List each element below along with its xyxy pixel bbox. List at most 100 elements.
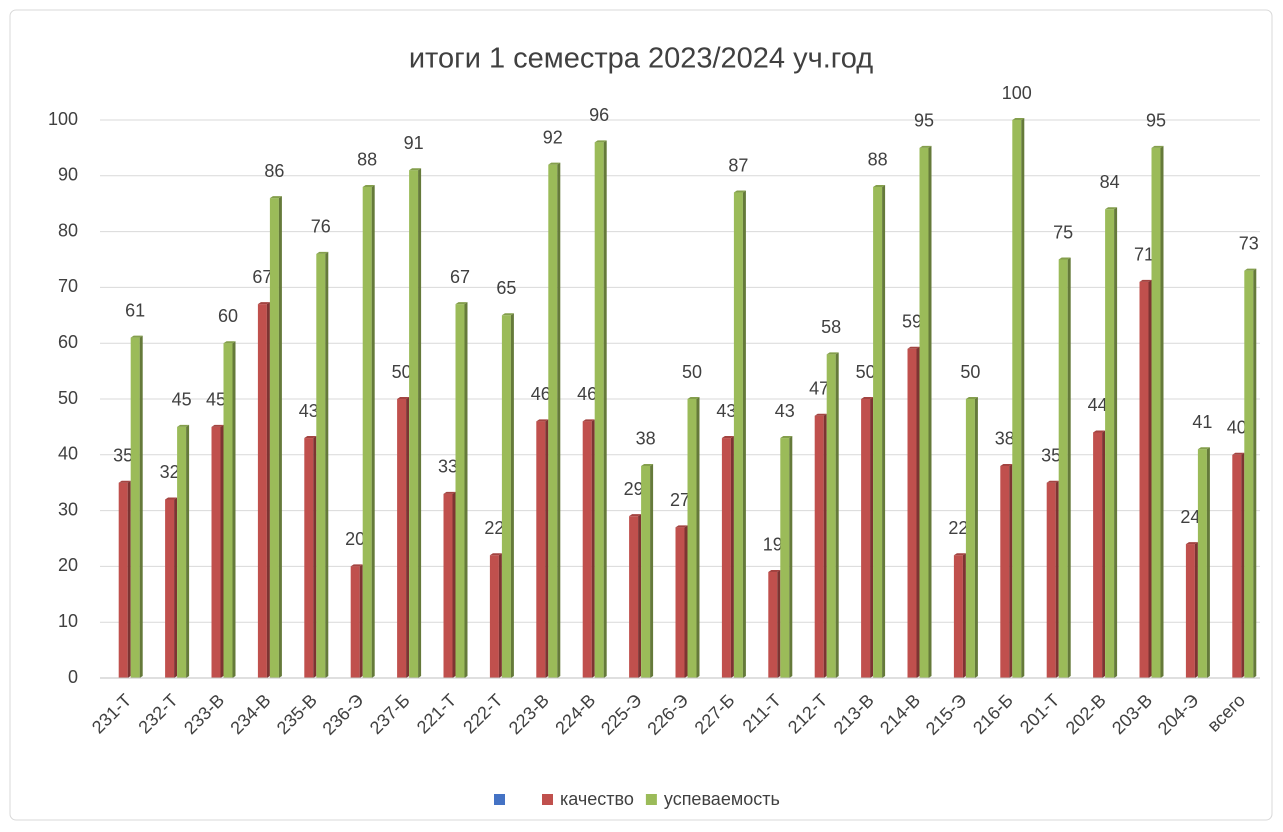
bar-front [594, 142, 604, 678]
bar [675, 525, 688, 678]
data-label: 60 [218, 306, 238, 326]
bar-top [211, 424, 224, 427]
bar-side [777, 569, 781, 678]
bar-front [721, 438, 731, 678]
bar [548, 162, 561, 678]
bar-front [1058, 259, 1068, 678]
bar [1197, 447, 1210, 678]
bar-front [118, 482, 128, 678]
bar [919, 145, 932, 678]
bar-front [269, 198, 279, 678]
bar [1012, 118, 1025, 678]
bar-top [814, 413, 827, 416]
bar [223, 341, 236, 678]
bar-top [1197, 447, 1210, 450]
data-label: 86 [264, 161, 284, 181]
bar [1151, 145, 1164, 678]
bar [177, 424, 190, 678]
bar-front [965, 399, 975, 678]
bar [397, 397, 410, 678]
bar [1058, 257, 1071, 678]
bar [826, 352, 839, 678]
bar-top [1151, 145, 1164, 148]
bar-top [350, 564, 363, 567]
legend-swatch [542, 794, 553, 805]
bar-side [313, 436, 317, 678]
bar [780, 436, 793, 678]
y-tick-label: 90 [58, 165, 78, 185]
bar-front [350, 566, 360, 678]
bar-front [1046, 482, 1056, 678]
data-label: 46 [531, 384, 551, 404]
data-label: 38 [636, 429, 656, 449]
bar-top [826, 352, 839, 355]
bar [269, 196, 282, 678]
bar-top [165, 497, 178, 500]
bar-top [409, 168, 422, 171]
bar-front [1139, 281, 1149, 678]
data-label: 38 [995, 429, 1015, 449]
bar-top [1012, 118, 1025, 120]
bar-side [1160, 145, 1164, 678]
bar-top [130, 335, 143, 338]
bar [501, 313, 514, 678]
bar-front [1105, 209, 1115, 678]
bar-top [455, 302, 468, 305]
data-label: 32 [160, 462, 180, 482]
data-label: 24 [1180, 507, 1200, 527]
bar [733, 190, 746, 679]
bar-front [304, 438, 314, 678]
bar-top [675, 525, 688, 528]
bar-side [916, 346, 920, 678]
bar-side [266, 302, 270, 678]
bar [1139, 279, 1152, 678]
bar-side [823, 413, 827, 678]
bar-front [861, 399, 871, 678]
y-tick-label: 100 [48, 109, 78, 129]
bar-side [545, 419, 549, 678]
bar-side [870, 397, 874, 678]
bar-top [223, 341, 236, 344]
bar-side [174, 497, 178, 678]
bar-side [730, 436, 734, 678]
bar-top [721, 436, 734, 439]
bar-front [223, 343, 233, 678]
bar-top [953, 553, 966, 556]
bar-top [1046, 480, 1059, 483]
bar-side [127, 480, 131, 678]
bar-side [510, 313, 514, 678]
chart-border [9, 9, 1273, 821]
bar [211, 424, 224, 678]
bar-front [953, 555, 963, 678]
bar-side [650, 463, 654, 678]
bar-front [257, 304, 267, 678]
bar-front [733, 192, 743, 679]
y-tick-label: 40 [58, 444, 78, 464]
bar-side [696, 397, 700, 678]
bar-top [304, 436, 317, 439]
bar-top [548, 162, 561, 165]
bar-top [269, 196, 282, 199]
data-label: 71 [1134, 245, 1154, 265]
data-label: 22 [948, 518, 968, 538]
data-label: 35 [1041, 445, 1061, 465]
data-label: 47 [809, 378, 829, 398]
data-label: 59 [902, 312, 922, 332]
bar [165, 497, 178, 678]
bar-front [582, 421, 592, 678]
y-tick-label: 70 [58, 276, 78, 296]
bar-top [641, 463, 654, 466]
data-label: 87 [728, 155, 748, 175]
y-tick-label: 30 [58, 499, 78, 519]
bar-side [1194, 542, 1198, 678]
bar-top [1000, 463, 1013, 466]
data-label: 45 [206, 390, 226, 410]
data-label: 33 [438, 457, 458, 477]
bar-top [919, 145, 932, 148]
data-label: 75 [1053, 222, 1073, 242]
bar-front [1244, 270, 1254, 678]
data-label: 84 [1100, 172, 1120, 192]
bar-side [882, 184, 886, 678]
data-label: 41 [1192, 412, 1212, 432]
legend-label: успеваемость [664, 789, 780, 809]
